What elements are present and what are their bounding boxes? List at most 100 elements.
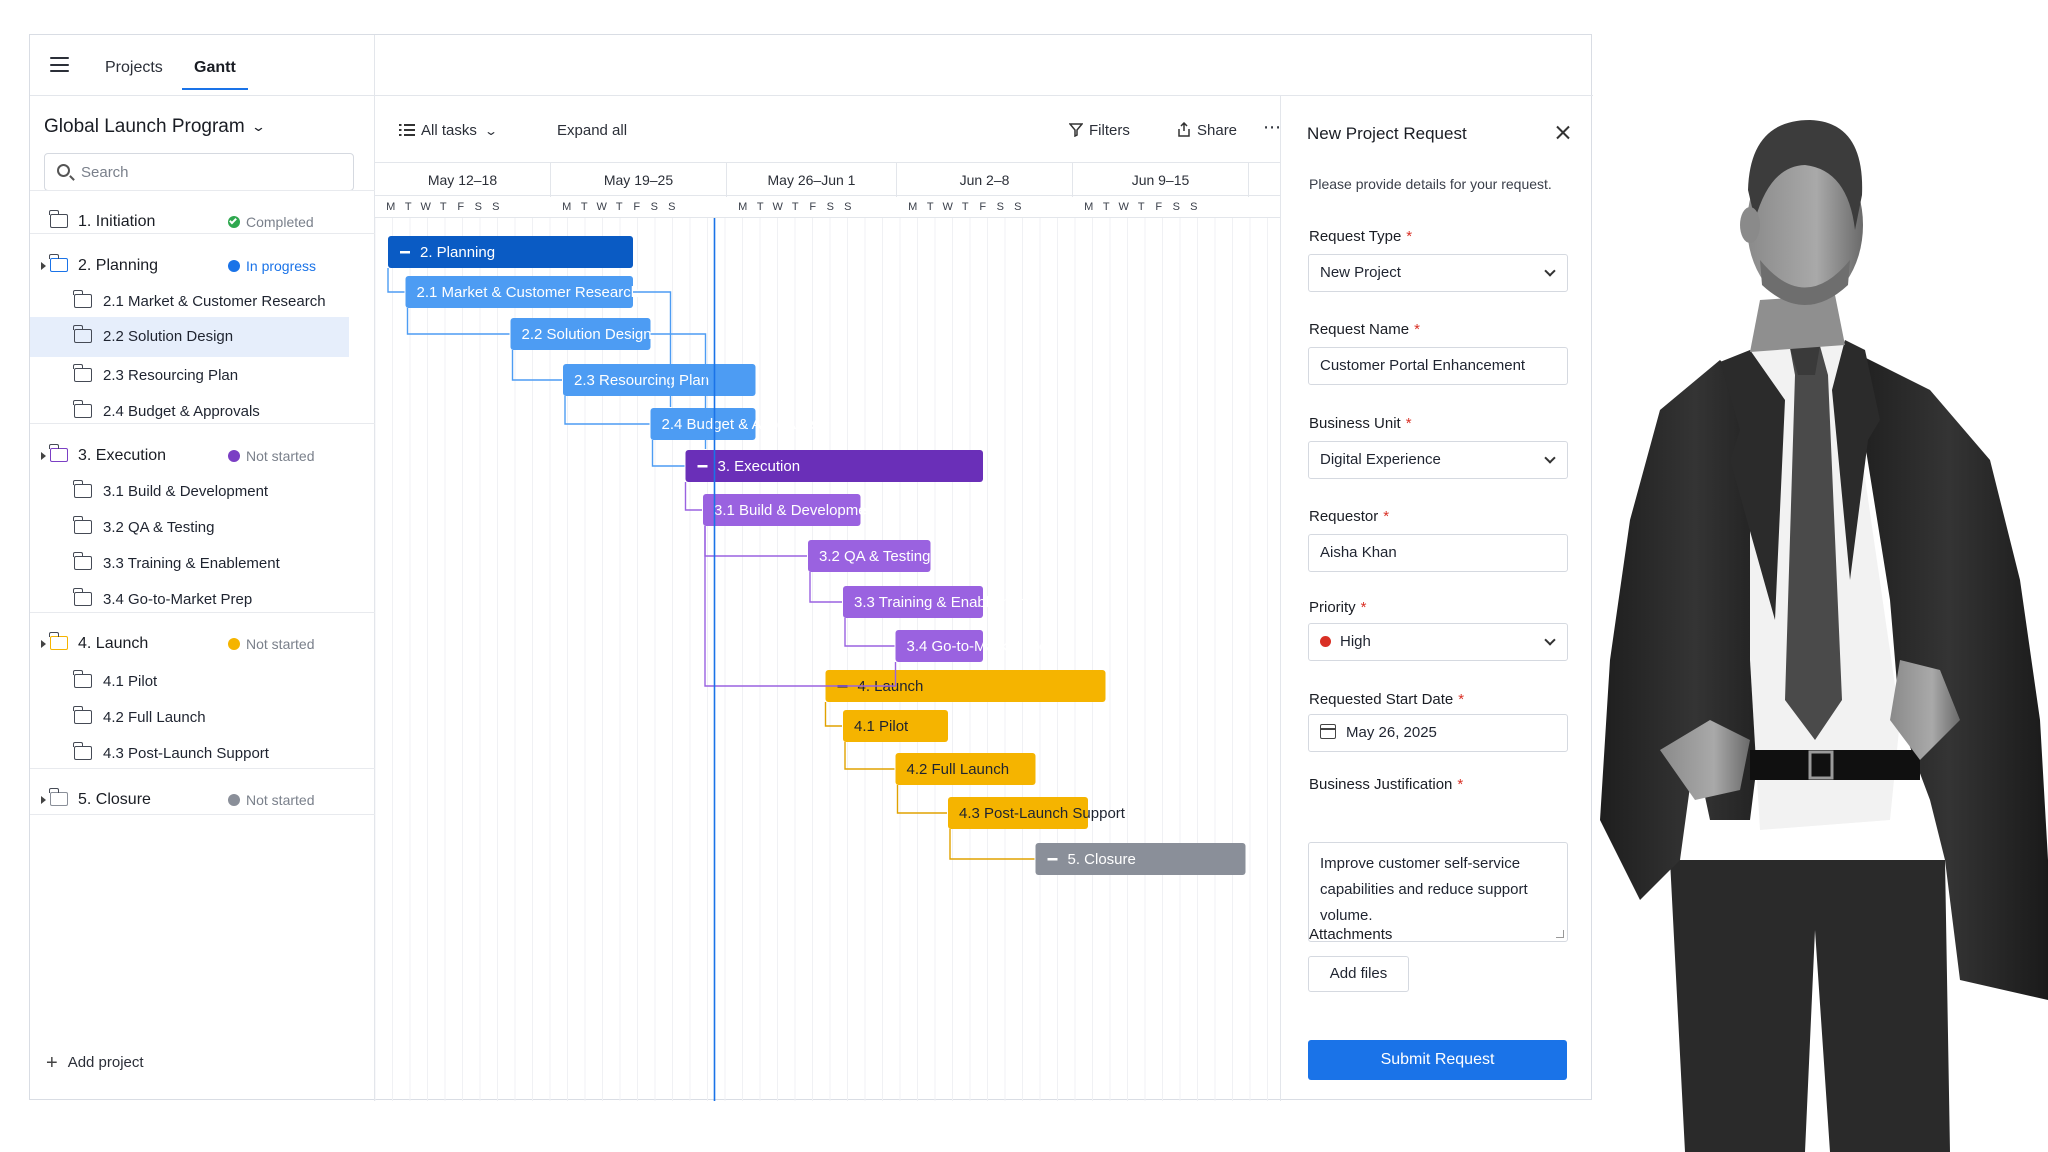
add-project-button[interactable]: + Add project [46,1052,144,1075]
tree-project-row[interactable]: 5. Closure Not started [30,780,375,820]
gantt-bar[interactable] [388,236,633,268]
chevron-down-icon [1544,265,1556,277]
header-bar [375,35,1593,96]
gantt-bar-label: 2.1 Market & Customer Research [417,284,640,301]
tree-task-row[interactable]: 4.1 Pilot [30,662,375,702]
gantt-bar[interactable] [703,494,861,526]
gantt-bar[interactable] [808,540,931,572]
tree-task-row[interactable]: 4.2 Full Launch [30,698,375,738]
gantt-bar[interactable] [948,797,1088,829]
justification-textarea[interactable]: Improve customer self-service capabiliti… [1308,842,1568,942]
gantt-bar-label: 3. Execution [718,458,801,475]
tree-task-row[interactable]: 2.1 Market & Customer Research [30,282,375,322]
tree-task-row[interactable]: 3.3 Training & Enablement [30,544,375,584]
tree-project-row[interactable]: 2. Planning In progress [30,246,375,286]
tree-item-label: 4.1 Pilot [103,673,158,690]
request-type-label: Request Type * [1309,228,1413,245]
tree-item-label: 3. Execution [78,447,167,464]
day-letter: T [615,201,623,213]
tree-item-label: 2.3 Resourcing Plan [103,367,239,384]
folder-icon [49,210,68,228]
day-letter: T [580,201,588,213]
gantt-bar[interactable] [405,276,634,308]
share-button[interactable]: Share [1177,121,1237,139]
gantt-bar[interactable] [1035,843,1246,875]
folder-icon [49,632,68,650]
tree-task-row[interactable]: 4.3 Post-Launch Support [30,734,375,774]
start-date-value: May 26, 2025 [1346,724,1437,741]
requestor-field[interactable]: Aisha Khan [1308,534,1568,572]
gantt-bar-label: 2.4 Budget & Approvals [662,416,819,433]
filters-button[interactable]: Filters [1068,122,1130,139]
dependency-connector [704,526,825,687]
tree-project-row[interactable]: 3. Execution Not started [30,436,375,476]
resize-grip-icon[interactable] [1556,930,1564,938]
tree-task-row[interactable]: 2.2 Solution Design [30,317,349,357]
gantt-bar-label: 4.3 Post-Launch Support [959,805,1126,822]
priority-select[interactable]: High [1308,623,1568,661]
gantt-bar[interactable] [895,630,984,662]
gantt-bar[interactable] [895,753,1036,785]
tree-task-row[interactable]: 2.3 Resourcing Plan [30,356,375,396]
tree-item-label: 4. Launch [78,635,149,652]
collapse-icon[interactable] [400,251,410,254]
submit-request-button[interactable]: Submit Request [1308,1040,1567,1080]
gantt-bar[interactable] [563,364,756,396]
folder-icon [73,325,92,343]
status-text: Not started [246,792,315,808]
business-unit-select[interactable]: Digital Experience [1308,441,1568,479]
tree-project-row[interactable]: 1. Initiation Completed [30,202,375,242]
gantt-bar[interactable] [685,450,984,482]
search-field[interactable] [44,153,354,191]
tree-task-row[interactable]: 3.2 QA & Testing [30,508,375,548]
week-label: May 19–25 [551,163,727,197]
start-date-label: Requested Start Date * [1309,691,1465,708]
tree-item-label: 3.1 Build & Development [103,483,269,500]
request-name-value: Customer Portal Enhancement [1320,357,1526,374]
expand-all-button[interactable]: Expand all [557,122,628,139]
expand-caret-icon[interactable] [41,452,46,460]
gantt-bar[interactable] [510,318,651,350]
day-letter: F [633,201,641,213]
status-dot-icon [228,638,240,650]
gantt-bar[interactable] [843,586,983,618]
program-selector[interactable]: Global Launch Program ⌄ [44,116,266,138]
panel-subtitle: Please provide details for your request. [1309,176,1552,192]
dependency-connector [896,785,947,814]
all-tasks-dropdown[interactable]: All tasks ⌄ [399,122,498,139]
expand-caret-icon[interactable] [41,640,46,648]
day-letter: S [1190,201,1198,213]
share-icon [1178,121,1190,137]
day-letter: F [1155,201,1163,213]
menu-icon[interactable] [50,57,69,72]
close-icon[interactable] [1554,124,1572,142]
request-name-label: Request Name * [1309,321,1420,338]
expand-caret-icon[interactable] [41,262,46,270]
gantt-bar[interactable] [843,710,948,742]
tab-projects[interactable]: Projects [105,59,163,76]
tree-task-row[interactable]: 2.4 Budget & Approvals [30,392,375,432]
status-dot-icon [228,450,240,462]
day-letter: S [668,201,676,213]
request-name-field[interactable]: Customer Portal Enhancement [1308,347,1568,385]
collapse-icon[interactable] [1047,858,1058,861]
collapse-icon[interactable] [697,465,708,468]
day-letter: W [420,201,431,213]
tab-gantt[interactable]: Gantt [182,59,248,90]
gantt-bar-label: 2. Planning [420,244,495,261]
request-type-select[interactable]: New Project [1308,254,1568,292]
start-date-field[interactable]: May 26, 2025 [1308,714,1568,752]
tree-project-row[interactable]: 4. Launch Not started [30,624,375,664]
day-letter: S [650,201,658,213]
more-options-button[interactable]: ⋯ [1263,117,1281,137]
add-files-button[interactable]: Add files [1308,956,1409,992]
gantt-bar-label: 5. Closure [1068,851,1136,868]
day-letter: W [596,201,607,213]
tree-task-row[interactable]: 3.4 Go-to-Market Prep [30,580,375,620]
expand-caret-icon[interactable] [41,796,46,804]
tree-task-row[interactable]: 3.1 Build & Development [30,472,375,512]
search-input[interactable] [81,154,341,190]
tree-item-label: 2.4 Budget & Approvals [103,403,260,420]
justification-value: Improve customer self-service capabiliti… [1320,855,1528,924]
gantt-bar[interactable] [650,408,756,440]
